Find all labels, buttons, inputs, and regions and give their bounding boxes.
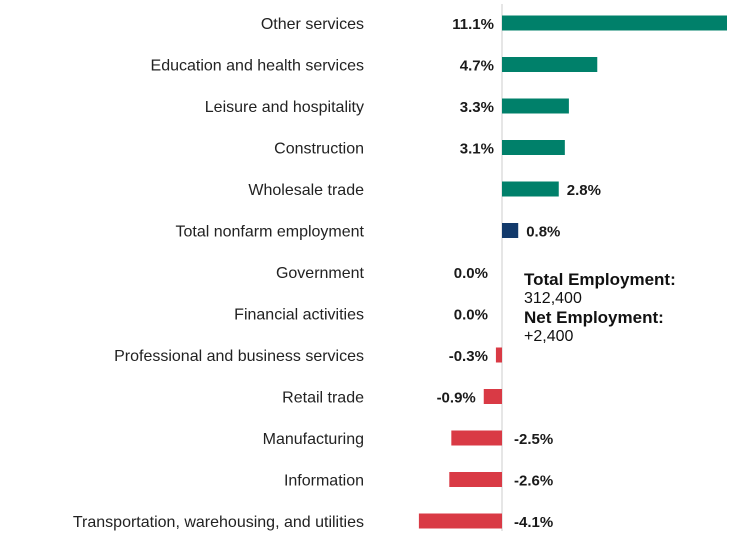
bar-professional-and-business-services bbox=[495, 347, 502, 363]
category-label-leisure-and-hospitality: Leisure and hospitality bbox=[205, 99, 364, 116]
value-label-information: -2.6% bbox=[514, 473, 553, 490]
net-employment-label: Net Employment: bbox=[524, 308, 664, 327]
category-label-professional-and-business-services: Professional and business services bbox=[114, 348, 364, 365]
category-label-construction: Construction bbox=[274, 141, 364, 158]
category-label-government: Government bbox=[276, 265, 365, 282]
bar-construction bbox=[502, 140, 565, 155]
total-employment-value: 312,400 bbox=[524, 290, 582, 307]
value-label-financial-activities: 0.0% bbox=[454, 307, 488, 324]
bar-wholesale-trade bbox=[502, 181, 559, 197]
bar-retail-trade bbox=[483, 389, 502, 404]
value-label-leisure-and-hospitality: 3.3% bbox=[460, 99, 494, 116]
value-label-retail-trade: -0.9% bbox=[437, 390, 476, 407]
total-employment-label: Total Employment: bbox=[524, 270, 676, 289]
bar-transportation-warehousing-and-utilities bbox=[418, 513, 502, 529]
employment-annotation: Total Employment: 312,400 Net Employment… bbox=[524, 270, 676, 346]
bar-other-services bbox=[502, 15, 727, 31]
bar-education-and-health-services bbox=[502, 57, 598, 72]
value-label-other-services: 11.1% bbox=[452, 16, 494, 33]
value-label-construction: 3.1% bbox=[460, 141, 494, 158]
value-label-professional-and-business-services: -0.3% bbox=[449, 348, 488, 365]
bar-manufacturing bbox=[451, 430, 502, 446]
category-label-transportation-warehousing-and-utilities: Transportation, warehousing, and utiliti… bbox=[73, 514, 364, 531]
category-label-education-and-health-services: Education and health services bbox=[151, 58, 364, 75]
net-employment-value: +2,400 bbox=[524, 328, 574, 345]
category-label-information: Information bbox=[284, 473, 364, 490]
category-label-other-services: Other services bbox=[261, 16, 364, 33]
category-label-wholesale-trade: Wholesale trade bbox=[248, 182, 364, 199]
category-label-financial-activities: Financial activities bbox=[234, 307, 364, 324]
value-label-government: 0.0% bbox=[454, 265, 488, 282]
category-label-retail-trade: Retail trade bbox=[282, 390, 364, 407]
value-label-transportation-warehousing-and-utilities: -4.1% bbox=[514, 514, 553, 531]
value-label-wholesale-trade: 2.8% bbox=[567, 182, 601, 199]
category-label-manufacturing: Manufacturing bbox=[263, 431, 364, 448]
category-label-total-nonfarm-employment: Total nonfarm employment bbox=[175, 224, 364, 241]
bar-information bbox=[449, 472, 502, 487]
bar-leisure-and-hospitality bbox=[502, 98, 569, 114]
bar-total-nonfarm-employment bbox=[502, 223, 519, 238]
value-label-total-nonfarm-employment: 0.8% bbox=[526, 224, 560, 241]
value-label-education-and-health-services: 4.7% bbox=[460, 58, 494, 75]
value-label-manufacturing: -2.5% bbox=[514, 431, 553, 448]
